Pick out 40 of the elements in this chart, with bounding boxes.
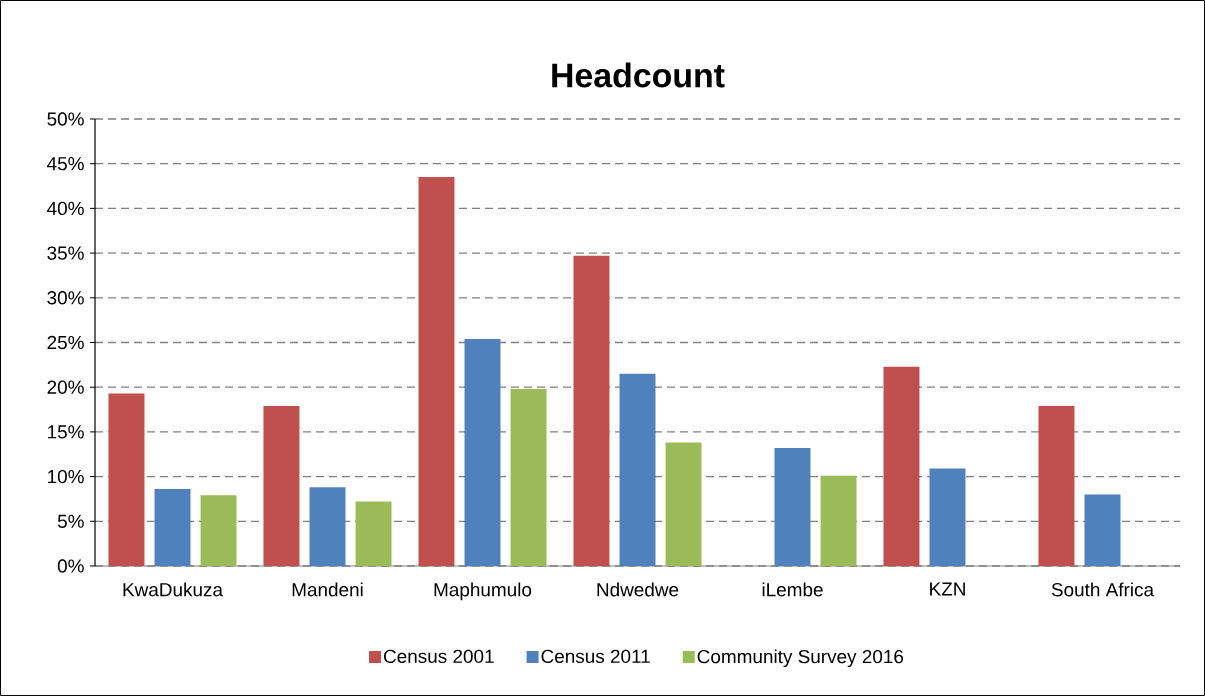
- y-tick-label: 25%: [47, 335, 84, 350]
- x-tick-label: KZN: [930, 582, 965, 596]
- legend-label: Community Survey 2016: [697, 649, 904, 668]
- bar: [573, 255, 610, 566]
- y-tick-label: 20%: [47, 380, 84, 394]
- x-tick-label: Maphumulo: [434, 582, 532, 601]
- bar: [1038, 405, 1075, 566]
- x-tick-label: Mandeni: [292, 582, 363, 597]
- bar: [464, 338, 501, 566]
- bar: [665, 442, 702, 566]
- bar: [355, 501, 392, 566]
- x-tick-label: Ndwedwe: [597, 582, 679, 597]
- bar: [309, 487, 346, 566]
- x-tick-label: KwaDukuza: [123, 582, 223, 597]
- y-tick-label: 50%: [47, 112, 84, 126]
- bar: [619, 373, 656, 566]
- y-tick-label: 35%: [47, 246, 84, 260]
- bar: [263, 405, 300, 566]
- bar: [510, 388, 547, 566]
- x-tick-label: iLembe: [762, 582, 823, 597]
- chart-title: Headcount: [552, 62, 725, 88]
- bar: [108, 393, 145, 566]
- bar: [1084, 494, 1121, 566]
- y-tick-label: 15%: [48, 425, 84, 439]
- y-tick-label: 45%: [47, 157, 84, 171]
- bar: [929, 468, 966, 566]
- legend-label: Census 2001: [383, 649, 494, 664]
- y-tick-label: 40%: [47, 201, 84, 216]
- x-tick-label: South Africa: [1051, 582, 1155, 597]
- y-tick-label: 0%: [57, 559, 84, 573]
- bar: [820, 475, 857, 566]
- y-tick-label: 10%: [48, 469, 84, 484]
- bar: [418, 177, 455, 566]
- bar: [883, 366, 920, 566]
- legend-label: Census 2011: [541, 649, 650, 664]
- y-tick-label: 30%: [47, 291, 84, 305]
- bar: [774, 447, 811, 566]
- bar: [154, 489, 191, 566]
- y-tick-label: 5%: [57, 514, 84, 528]
- bar: [200, 495, 237, 566]
